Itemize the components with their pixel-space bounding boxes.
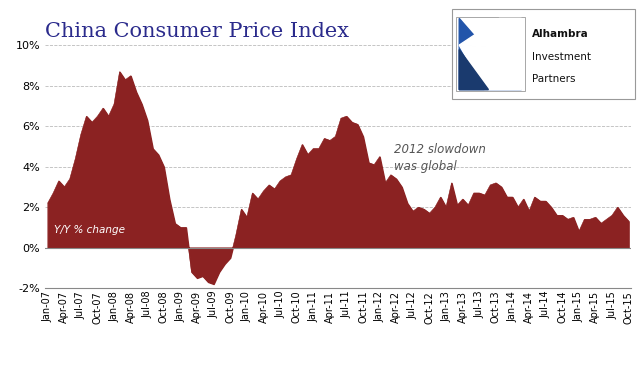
Polygon shape: [459, 50, 488, 90]
FancyBboxPatch shape: [456, 17, 525, 91]
Text: China Consumer Price Index: China Consumer Price Index: [45, 22, 349, 41]
Text: Partners: Partners: [532, 74, 576, 84]
Text: 2012 slowdown
was global: 2012 slowdown was global: [394, 143, 486, 172]
Polygon shape: [459, 19, 521, 50]
Polygon shape: [459, 19, 521, 90]
Polygon shape: [459, 45, 521, 90]
Text: Alhambra: Alhambra: [532, 29, 589, 39]
Text: Y/Y % change: Y/Y % change: [54, 225, 124, 235]
Text: Investment: Investment: [532, 52, 591, 62]
FancyBboxPatch shape: [452, 9, 635, 99]
